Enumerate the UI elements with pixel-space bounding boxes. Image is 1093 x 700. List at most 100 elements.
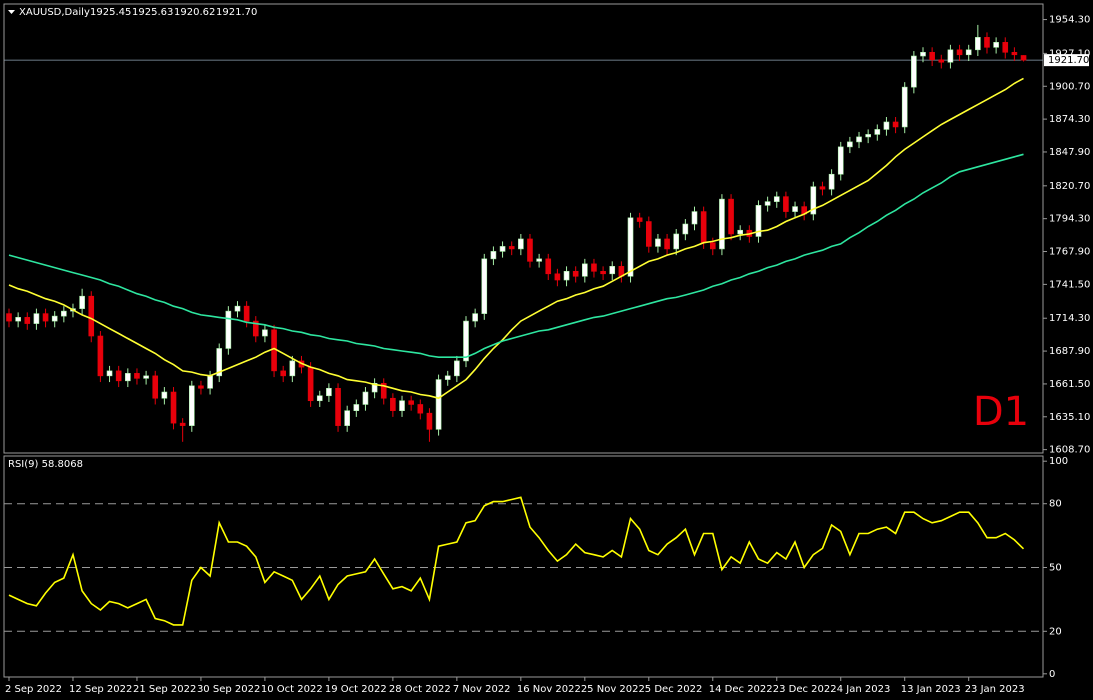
menu-arrow[interactable] <box>8 10 15 14</box>
candle-body <box>353 404 360 411</box>
candle-body <box>627 217 634 277</box>
candle-body <box>965 49 972 56</box>
candle-body <box>362 391 369 405</box>
y-tick-label: 100 <box>1049 456 1068 467</box>
candle-body <box>636 217 643 222</box>
y-tick-label: 1767.90 <box>1049 247 1090 258</box>
x-tick-label: 4 Jan 2023 <box>837 684 891 695</box>
candle-body <box>6 313 12 322</box>
candle-body <box>645 221 652 247</box>
candle-body <box>152 375 159 399</box>
candle-body <box>243 305 250 322</box>
candle-body <box>252 320 259 337</box>
x-tick-label: 10 Oct 2022 <box>261 684 323 695</box>
candle-body <box>435 379 442 430</box>
y-tick-label: 1927.10 <box>1049 48 1090 59</box>
candle-body <box>938 59 945 63</box>
candle-body <box>609 266 616 275</box>
y-tick-label: 80 <box>1049 499 1062 510</box>
candle-body <box>591 263 597 272</box>
candle-body <box>280 370 287 377</box>
candle-body <box>572 271 579 277</box>
candle-body <box>335 387 341 426</box>
candle-body <box>134 373 140 379</box>
candle-body <box>901 86 908 128</box>
indicator-line <box>8 77 1024 400</box>
candle-body <box>179 422 186 426</box>
candle-body <box>508 246 515 250</box>
header-high: 1925.63 <box>132 7 173 18</box>
candle-body <box>709 242 716 250</box>
candle-body <box>326 387 332 397</box>
y-tick-label: 1954.30 <box>1049 15 1090 26</box>
y-tick-label: 1794.30 <box>1049 214 1090 225</box>
candle-body <box>207 375 213 389</box>
candle-body <box>920 51 926 57</box>
x-tick-label: 7 Nov 2022 <box>453 684 511 695</box>
candle-body <box>408 400 414 405</box>
candle-body <box>911 55 917 88</box>
price-panel <box>3 3 1044 454</box>
candle-body <box>792 206 798 212</box>
header-open: 1925.45 <box>90 7 131 18</box>
candle-body <box>837 146 844 175</box>
candle-body <box>198 385 204 389</box>
candle-body <box>563 271 570 281</box>
x-tick-label: 16 Nov 2022 <box>517 684 581 695</box>
candle-body <box>728 198 734 235</box>
price-label-box <box>1044 54 1089 67</box>
candle-body <box>600 271 606 275</box>
y-tick-label: 1900.70 <box>1049 81 1090 92</box>
y-tick-label: 1635.10 <box>1049 412 1090 423</box>
x-tick-label: 30 Sep 2022 <box>197 684 260 695</box>
x-tick-label: 12 Sep 2022 <box>69 684 132 695</box>
candle-body <box>225 310 232 349</box>
candle-body <box>700 211 707 243</box>
rsi-title: RSI(9) 58.8068 <box>8 459 83 470</box>
symbol-title: XAUUSD,Daily <box>19 7 90 18</box>
candle-body <box>975 37 981 51</box>
candle-body <box>719 198 725 250</box>
y-tick-label: 1847.90 <box>1049 147 1090 158</box>
candle-body <box>262 329 268 337</box>
candle-body <box>819 186 826 190</box>
candle-body <box>755 205 762 237</box>
candle-body <box>956 49 963 56</box>
candle-body <box>33 313 40 324</box>
x-tick-label: 21 Sep 2022 <box>133 684 196 695</box>
candle-body <box>773 196 780 202</box>
indicator-line <box>8 496 1025 626</box>
candle-body <box>463 320 469 362</box>
candle-body <box>1011 51 1018 56</box>
candle-body <box>344 410 350 426</box>
candle-body <box>454 360 460 377</box>
candle-body <box>115 370 122 382</box>
candle-body <box>316 395 323 402</box>
y-tick-label: 1661.50 <box>1049 379 1090 390</box>
candle-body <box>490 251 497 260</box>
candle-body <box>472 313 478 322</box>
candle-body <box>664 238 670 250</box>
x-tick-label: 23 Dec 2022 <box>773 684 837 695</box>
timeframe-label: D1 <box>973 389 1029 435</box>
y-tick-label: 1874.30 <box>1049 114 1090 125</box>
price-label: 1921.70 <box>1048 55 1089 66</box>
candle-body <box>947 49 954 63</box>
candle-body <box>993 42 999 48</box>
candle-body <box>417 404 424 414</box>
candle-body <box>161 391 168 399</box>
candle-body <box>1002 42 1009 53</box>
candle-body <box>810 186 817 215</box>
candle-body <box>307 366 314 402</box>
candle-body <box>143 375 149 379</box>
candle-body <box>929 51 935 61</box>
x-tick-label: 19 Oct 2022 <box>325 684 387 695</box>
candle-body <box>380 383 387 399</box>
candle-body <box>271 329 277 372</box>
candle-body <box>97 335 104 377</box>
candle-body <box>481 258 488 314</box>
x-tick-label: 13 Jan 2023 <box>901 684 961 695</box>
indicator-line <box>8 153 1024 359</box>
x-tick-label: 28 Oct 2022 <box>389 684 451 695</box>
